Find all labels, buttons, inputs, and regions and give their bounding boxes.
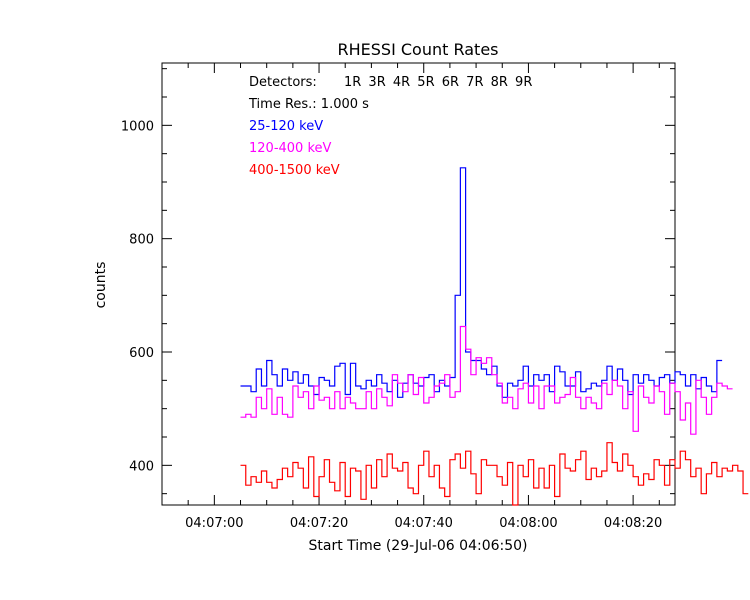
detectors-label: Detectors: xyxy=(249,75,317,90)
x-tick-label: 04:08:20 xyxy=(604,516,662,531)
legend-entry: 400-1500 keV xyxy=(249,163,340,178)
series-line-3 xyxy=(240,442,749,506)
legend-entry: 120-400 keV xyxy=(249,141,332,156)
x-tick-label: 04:08:00 xyxy=(499,516,557,531)
time-resolution: Time Res.: 1.000 s xyxy=(248,97,369,112)
legend: Detectors: 1R 3R 4R 5R 6R 7R 8R 9R Time … xyxy=(248,75,532,178)
plot-frame xyxy=(161,62,676,506)
chart-title: RHESSI Count Rates xyxy=(338,40,499,59)
x-axis-label: Start Time (29-Jul-06 04:06:50) xyxy=(308,538,527,554)
series-lines xyxy=(240,167,749,506)
x-tick-label: 04:07:00 xyxy=(185,516,243,531)
plot-border xyxy=(161,62,676,506)
detectors-list: 1R 3R 4R 5R 6R 7R 8R 9R xyxy=(344,75,532,90)
x-tick-label: 04:07:40 xyxy=(395,516,453,531)
x-axis: 04:07:00 04:07:20 04:07:40 04:08:00 04:08:20 xyxy=(161,63,662,531)
series-line-1 xyxy=(240,167,723,398)
y-tick-label: 400 xyxy=(129,459,154,474)
series-line-2 xyxy=(240,325,733,435)
y-axis-label: counts xyxy=(93,262,109,309)
y-tick-label: 600 xyxy=(129,346,154,361)
legend-entry: 25-120 keV xyxy=(249,119,323,134)
y-tick-label: 800 xyxy=(129,233,154,248)
x-tick-label: 04:07:20 xyxy=(290,516,348,531)
y-axis: 400 600 800 1000 xyxy=(121,68,675,495)
y-tick-label: 1000 xyxy=(121,119,154,134)
